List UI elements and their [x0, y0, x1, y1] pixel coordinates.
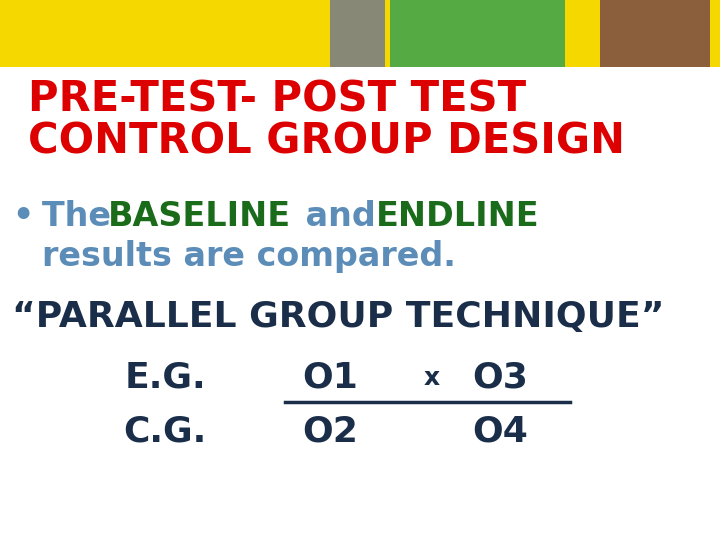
Text: E.G.: E.G.: [124, 360, 206, 394]
Text: BASELINE: BASELINE: [108, 200, 291, 233]
Text: “PARALLEL GROUP TECHNIQUE”: “PARALLEL GROUP TECHNIQUE”: [12, 300, 665, 334]
Text: •: •: [12, 200, 33, 233]
Text: ENDLINE: ENDLINE: [376, 200, 539, 233]
Text: O1: O1: [302, 360, 358, 394]
Bar: [330, 0, 385, 67]
Text: O4: O4: [472, 415, 528, 449]
Text: O3: O3: [472, 360, 528, 394]
Text: PRE-TEST- POST TEST: PRE-TEST- POST TEST: [28, 78, 526, 120]
Text: CONTROL GROUP DESIGN: CONTROL GROUP DESIGN: [28, 120, 625, 162]
Text: O2: O2: [302, 415, 358, 449]
Text: C.G.: C.G.: [123, 415, 207, 449]
Bar: [390, 0, 565, 67]
Text: The: The: [42, 200, 122, 233]
Bar: [0, 0, 720, 67]
Text: results are compared.: results are compared.: [42, 240, 456, 273]
Bar: [600, 0, 710, 67]
Text: and: and: [294, 200, 387, 233]
Text: x: x: [424, 366, 440, 390]
